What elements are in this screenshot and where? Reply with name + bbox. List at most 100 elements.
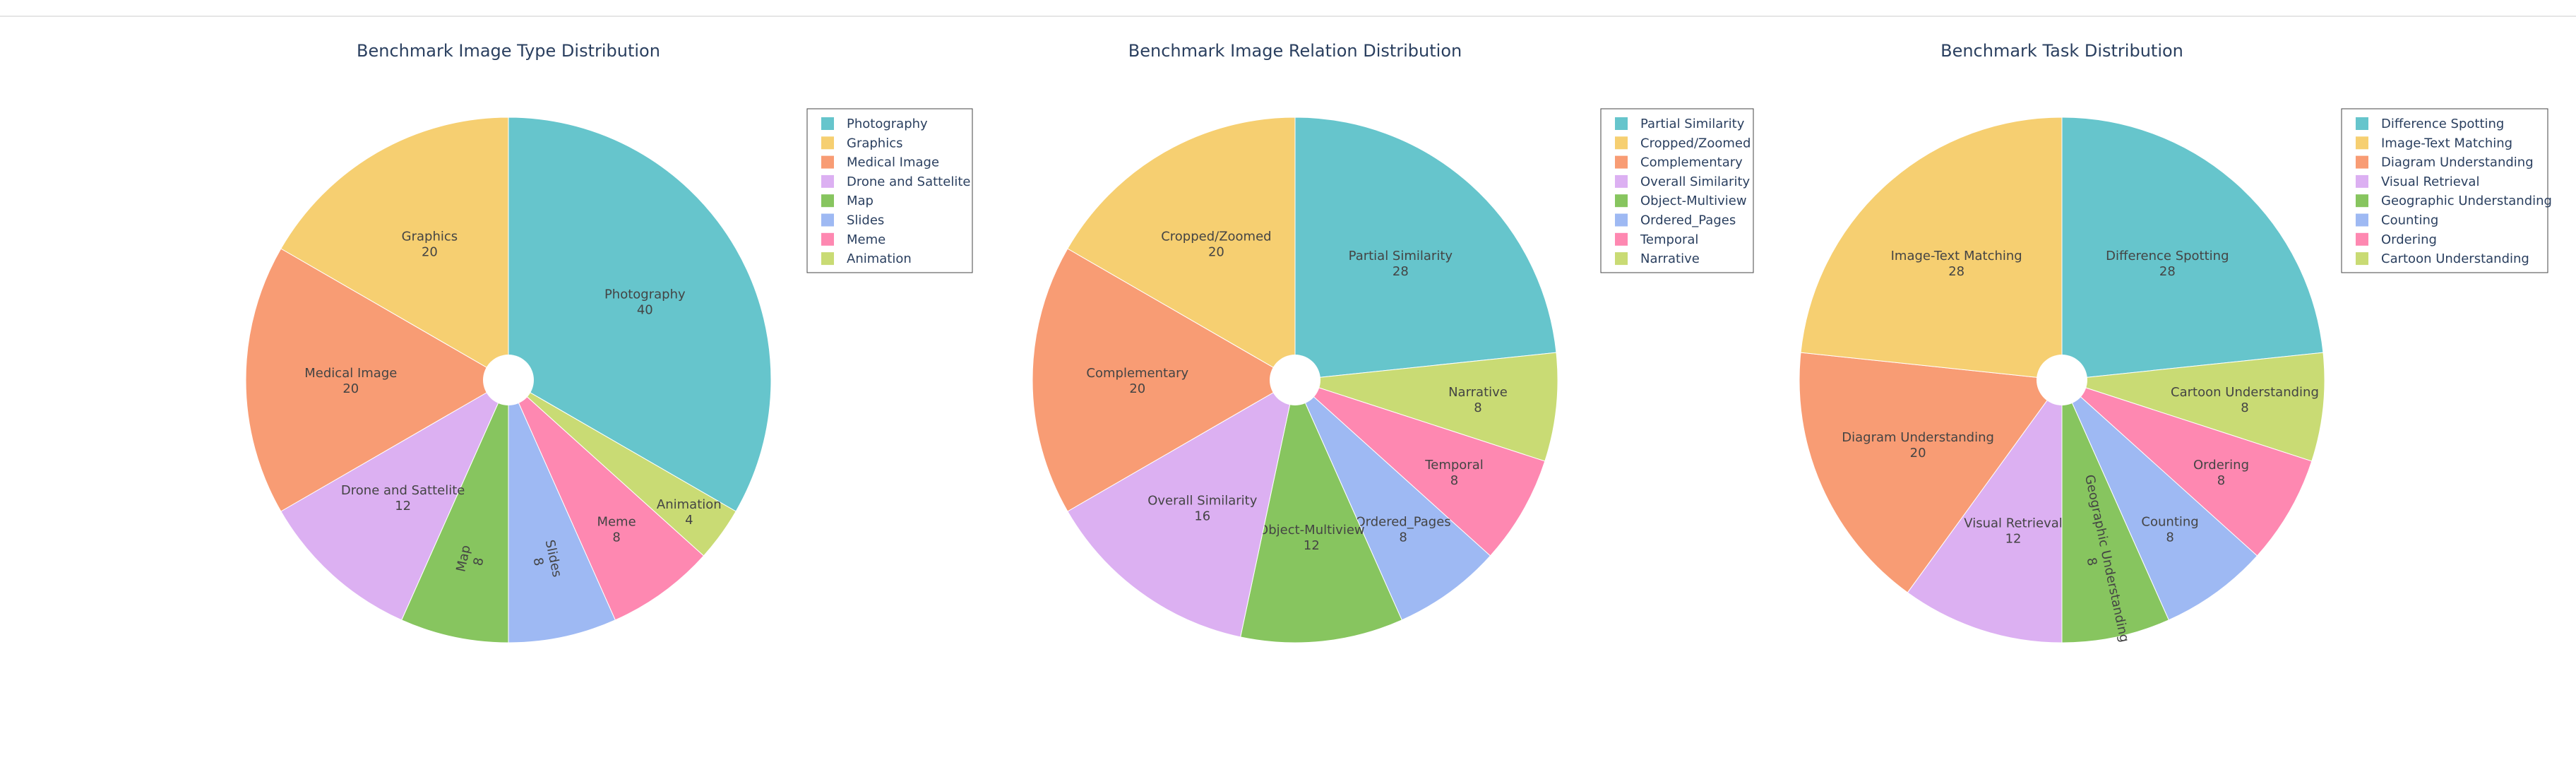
legend-swatch — [821, 232, 834, 246]
pie-slice-ordered-pages[interactable] — [1294, 379, 1491, 621]
legend-item-complementary[interactable]: Complementary — [1615, 155, 1743, 170]
legend-box — [2341, 108, 2548, 273]
slice-label-name: Meme — [597, 515, 636, 530]
legend-label: Medical Image — [847, 155, 939, 170]
legend-item-cartoon-understanding[interactable]: Cartoon Understanding — [2356, 251, 2529, 266]
slice-label-value: 8 — [471, 557, 487, 568]
slice-label-name: Visual Retrieval — [1964, 516, 2062, 530]
top-border-line — [0, 16, 2576, 17]
legend-swatch — [821, 117, 834, 130]
slice-label-value: 12 — [1304, 538, 1320, 553]
slice-label-value: 20 — [1129, 381, 1145, 396]
pie-slice-cartoon-understanding[interactable] — [2061, 352, 2325, 462]
pie-slice-difference-spotting[interactable] — [2061, 117, 2324, 381]
legend-label: Overall Similarity — [1640, 174, 1751, 189]
legend-label: Animation — [847, 251, 912, 266]
legend-item-graphics[interactable]: Graphics — [821, 136, 903, 150]
pie-slice-temporal[interactable] — [1294, 379, 1546, 557]
legend: Difference Spotting Image-Text Matching Di… — [2341, 108, 2552, 273]
legend-label: Drone and Sattelite — [847, 174, 970, 189]
pie-slice-narrative[interactable] — [1294, 352, 1558, 462]
slice-label-value: 8 — [612, 530, 620, 545]
legend-item-drone-and-sattelite[interactable]: Drone and Sattelite — [821, 174, 970, 189]
legend-item-meme[interactable]: Meme — [821, 232, 886, 247]
pie-slice-meme[interactable] — [508, 379, 705, 621]
pie-slice-image-text-matching[interactable] — [1800, 117, 2063, 381]
legend-swatch — [1615, 252, 1628, 266]
legend-item-slides[interactable]: Slides — [821, 213, 884, 228]
legend-swatch — [2356, 232, 2368, 246]
pie-slice-counting[interactable] — [2061, 379, 2258, 621]
legend-item-overall-similarity[interactable]: Overall Similarity — [1615, 174, 1751, 189]
legend-item-difference-spotting[interactable]: Difference Spotting — [2356, 117, 2504, 131]
legend-item-partial-similarity[interactable]: Partial Similarity — [1615, 117, 1745, 131]
pie-slice-complementary[interactable] — [1032, 248, 1296, 512]
legend-item-diagram-understanding[interactable]: Diagram Understanding — [2356, 155, 2534, 170]
slice-label-value: 8 — [2166, 530, 2174, 545]
legend-item-temporal[interactable]: Temporal — [1615, 232, 1698, 247]
legend-label: Cropped/Zoomed — [1640, 136, 1751, 150]
slice-label-value: 20 — [342, 381, 359, 396]
legend-item-counting[interactable]: Counting — [2356, 213, 2438, 228]
pie-slice-graphics[interactable] — [280, 117, 509, 381]
legend-item-animation[interactable]: Animation — [821, 251, 912, 266]
legend-item-visual-retrieval[interactable]: Visual Retrieval — [2356, 174, 2479, 189]
slice-label-name: Ordered_Pages — [1355, 515, 1450, 530]
legend-item-medical-image[interactable]: Medical Image — [821, 155, 939, 170]
slice-label-name: Animation — [657, 497, 722, 512]
legend-item-narrative[interactable]: Narrative — [1615, 251, 1700, 266]
legend-item-object-multiview[interactable]: Object-Multiview — [1615, 194, 1747, 208]
pie-slice-ordering[interactable] — [2061, 379, 2313, 557]
legend-swatch — [821, 155, 834, 169]
legend-item-ordering[interactable]: Ordering — [2356, 232, 2437, 247]
pie-slice-photography[interactable] — [508, 117, 772, 512]
slice-label-name: Diagram Understanding — [1842, 430, 1994, 445]
legend-swatch — [2356, 136, 2368, 150]
legend-swatch — [1615, 174, 1628, 188]
legend-swatch — [821, 136, 834, 150]
pie-slice-drone-and-sattelite[interactable] — [280, 379, 510, 621]
slice-label-name: Complementary — [1086, 366, 1188, 381]
slice-label-name: Medical Image — [304, 366, 397, 381]
pie-slice-geographic-understanding[interactable] — [2061, 379, 2169, 643]
legend-label: Object-Multiview — [1640, 194, 1747, 208]
legend-item-photography[interactable]: Photography — [821, 117, 928, 131]
legend-item-cropped-zoomed[interactable]: Cropped/Zoomed — [1615, 136, 1751, 150]
slice-label-name: Narrative — [1448, 385, 1508, 400]
legend-label: Visual Retrieval — [2381, 174, 2479, 189]
legend-item-ordered-pages[interactable]: Ordered_Pages — [1615, 213, 1736, 228]
legend-item-geographic-understanding[interactable]: Geographic Understanding — [2356, 194, 2552, 208]
pie-hole — [2037, 355, 2087, 405]
pie-slice-medical-image[interactable] — [245, 248, 509, 512]
legend-swatch — [821, 194, 834, 208]
legend-swatch — [1615, 194, 1628, 208]
slice-label-name: Ordering — [2193, 458, 2249, 473]
legend-swatch — [1615, 136, 1628, 150]
slice-label-name: Overall Similarity — [1147, 494, 1258, 509]
legend-label: Ordered_Pages — [1640, 213, 1736, 228]
legend-label: Ordering — [2381, 232, 2437, 247]
slice-label-value: 12 — [395, 499, 411, 513]
legend-box — [1600, 108, 1754, 273]
pie-slice-map[interactable] — [401, 379, 509, 643]
slice-label-value: 28 — [1393, 264, 1409, 279]
pie-slice-cropped-zoomed[interactable] — [1067, 117, 1296, 381]
pie-slice-visual-retrieval[interactable] — [1907, 379, 2063, 643]
legend-item-map[interactable]: Map — [821, 194, 873, 208]
pie-slice-partial-similarity[interactable] — [1294, 117, 1557, 381]
legend-swatch — [2356, 213, 2368, 227]
legend: Photography Graphics Medical Image Drone an… — [806, 108, 973, 273]
pie-slice-slides[interactable] — [508, 379, 616, 643]
legend-item-image-text-matching[interactable]: Image-Text Matching — [2356, 136, 2512, 150]
slice-label-value: 20 — [422, 245, 438, 260]
pie-slice-diagram-understanding[interactable] — [1799, 352, 2063, 593]
pie-slice-overall-similarity[interactable] — [1067, 379, 1296, 638]
pie-slice-object-multiview[interactable] — [1240, 379, 1402, 643]
legend-label: Complementary — [1640, 155, 1743, 170]
slice-label-name: Object-Multiview — [1258, 523, 1365, 538]
